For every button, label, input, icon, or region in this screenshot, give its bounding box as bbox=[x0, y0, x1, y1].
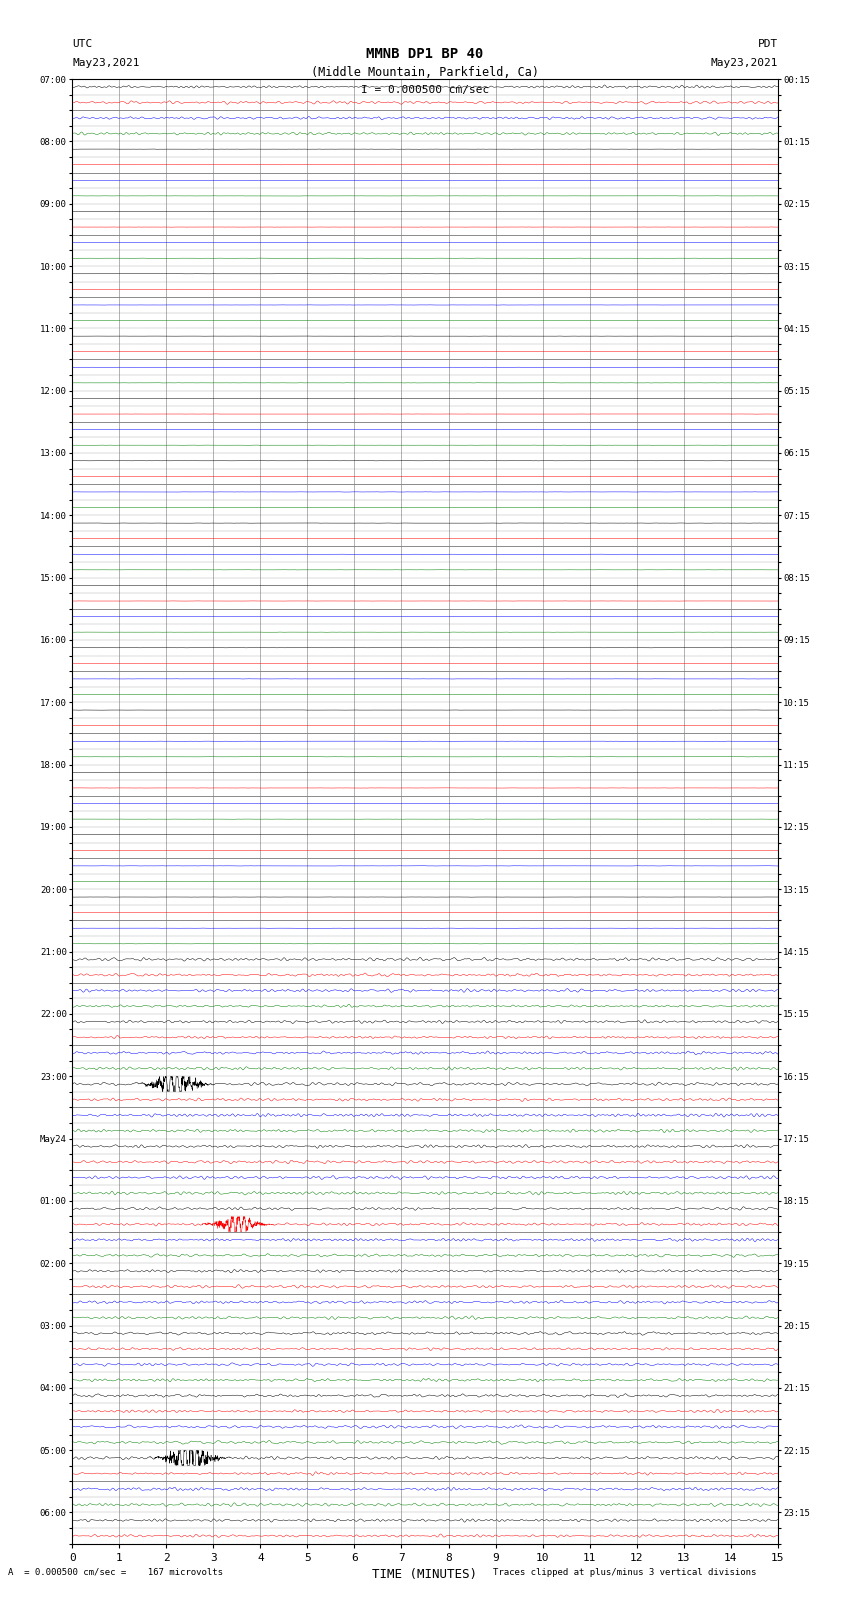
Text: May23,2021: May23,2021 bbox=[72, 58, 139, 68]
Text: MMNB DP1 BP 40: MMNB DP1 BP 40 bbox=[366, 47, 484, 61]
X-axis label: TIME (MINUTES): TIME (MINUTES) bbox=[372, 1568, 478, 1581]
Text: PDT: PDT bbox=[757, 39, 778, 48]
Text: UTC: UTC bbox=[72, 39, 93, 48]
Text: May23,2021: May23,2021 bbox=[711, 58, 778, 68]
Text: A  = 0.000500 cm/sec =    167 microvolts: A = 0.000500 cm/sec = 167 microvolts bbox=[8, 1568, 224, 1578]
Text: Traces clipped at plus/minus 3 vertical divisions: Traces clipped at plus/minus 3 vertical … bbox=[493, 1568, 756, 1578]
Text: I = 0.000500 cm/sec: I = 0.000500 cm/sec bbox=[361, 85, 489, 95]
Text: (Middle Mountain, Parkfield, Ca): (Middle Mountain, Parkfield, Ca) bbox=[311, 66, 539, 79]
